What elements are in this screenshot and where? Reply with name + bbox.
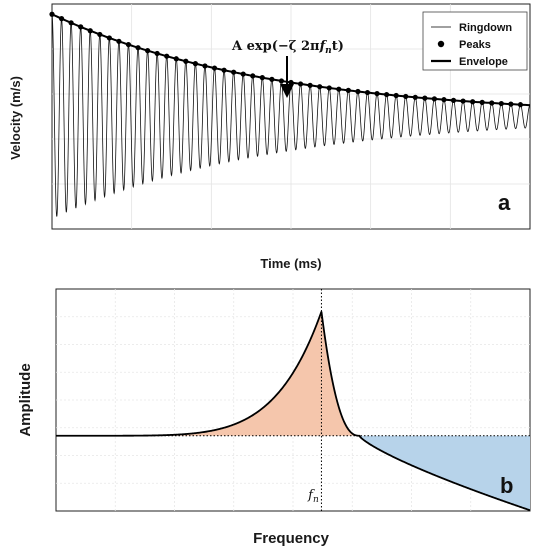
panel-b-letter: b bbox=[500, 473, 513, 498]
peak-point bbox=[145, 48, 151, 54]
peak-point bbox=[192, 61, 198, 67]
panel-a: Ringdown Peaks Envelope A exp(−ζ 2πfnt) … bbox=[8, 3, 531, 271]
peak-point bbox=[431, 96, 437, 102]
peak-point bbox=[441, 97, 447, 103]
peak-point bbox=[278, 78, 285, 84]
peak-point bbox=[412, 94, 418, 100]
peak-point bbox=[68, 20, 74, 26]
legend-label-peaks: Peaks bbox=[459, 39, 491, 51]
peak-point bbox=[183, 58, 189, 64]
panel-b-xlabel: Frequency bbox=[253, 530, 330, 547]
peak-point bbox=[450, 97, 457, 103]
peak-point bbox=[240, 71, 246, 77]
peak-point bbox=[211, 65, 218, 71]
panel-b-ylabel: Amplitude bbox=[17, 363, 34, 436]
peak-point bbox=[259, 75, 265, 81]
peak-point bbox=[508, 101, 514, 107]
peak-point bbox=[403, 93, 409, 100]
peak-point bbox=[326, 85, 332, 91]
panel-b: fn b Amplitude Frequency bbox=[17, 288, 531, 547]
area-above-baseline bbox=[56, 311, 360, 436]
peak-point bbox=[154, 50, 160, 57]
peak-point bbox=[125, 41, 132, 48]
peak-point bbox=[173, 56, 179, 62]
peak-point bbox=[87, 28, 93, 34]
peak-point bbox=[460, 98, 466, 104]
peak-point bbox=[221, 67, 227, 73]
peak-point bbox=[202, 63, 208, 69]
peak-point bbox=[307, 82, 313, 88]
peak-point bbox=[58, 16, 65, 22]
peak-point bbox=[250, 73, 256, 79]
peak-point bbox=[384, 91, 390, 98]
panel-a-letter: a bbox=[498, 190, 511, 215]
legend: Ringdown Peaks Envelope bbox=[422, 11, 528, 71]
peak-point bbox=[106, 35, 112, 41]
peak-point bbox=[269, 76, 275, 82]
peak-point bbox=[317, 84, 323, 90]
resonance-frequency-label: fn bbox=[307, 488, 319, 505]
legend-label-ringdown: Ringdown bbox=[459, 22, 512, 34]
peak-point bbox=[164, 53, 170, 59]
peak-point bbox=[422, 95, 428, 101]
peak-point bbox=[345, 87, 351, 93]
peak-point bbox=[297, 81, 304, 87]
peak-point bbox=[393, 92, 399, 99]
panel-a-xlabel: Time (ms) bbox=[260, 256, 321, 271]
legend-label-envelope: Envelope bbox=[459, 56, 508, 68]
annotation-arrow-head bbox=[280, 84, 294, 98]
peak-point bbox=[135, 45, 141, 51]
peak-point bbox=[49, 11, 55, 17]
peak-point bbox=[498, 100, 504, 107]
peak-point bbox=[336, 86, 342, 92]
amplitude-curve bbox=[56, 311, 531, 512]
peak-point bbox=[288, 79, 294, 86]
legend-swatch-peaks bbox=[437, 40, 445, 48]
panel-a-ylabel: Velocity (m/s) bbox=[8, 76, 23, 160]
peak-point bbox=[78, 24, 84, 30]
peak-point bbox=[374, 90, 380, 97]
envelope-annotation: A exp(−ζ 2πfnt) bbox=[231, 39, 344, 98]
envelope-formula: A exp(−ζ 2πfnt) bbox=[231, 39, 344, 56]
peak-point bbox=[479, 99, 485, 105]
peak-point bbox=[231, 69, 237, 75]
peak-point bbox=[470, 99, 476, 105]
peaks-series bbox=[49, 11, 524, 108]
area-below-baseline bbox=[359, 435, 530, 511]
peak-point bbox=[364, 89, 371, 96]
peak-point bbox=[489, 100, 495, 106]
peak-point bbox=[116, 38, 122, 44]
peak-point bbox=[355, 88, 361, 95]
peak-point bbox=[517, 102, 524, 108]
peak-point bbox=[97, 31, 103, 38]
